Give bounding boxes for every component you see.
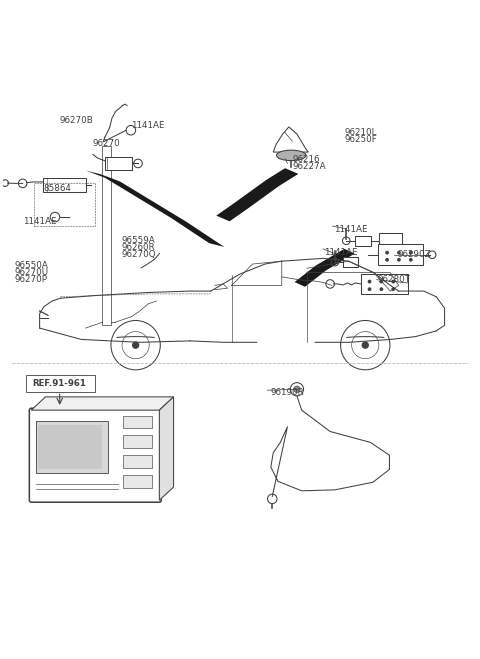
Circle shape (385, 258, 389, 262)
Circle shape (132, 341, 139, 349)
Bar (378, 244, 423, 266)
Text: 96270: 96270 (93, 139, 120, 148)
Circle shape (409, 258, 413, 262)
Bar (43, 178, 86, 192)
Bar (38, 426, 102, 469)
Text: 96260R: 96260R (121, 243, 155, 252)
Circle shape (361, 341, 369, 349)
Bar (355, 235, 372, 246)
Polygon shape (273, 127, 308, 152)
Text: 96210L: 96210L (344, 128, 377, 137)
Bar (102, 146, 110, 326)
Text: 96190R: 96190R (271, 387, 305, 397)
Text: REF.91-961: REF.91-961 (32, 379, 86, 388)
Circle shape (294, 386, 300, 393)
Text: 96270Q: 96270Q (121, 250, 156, 259)
Polygon shape (31, 397, 174, 410)
FancyBboxPatch shape (29, 409, 161, 502)
Bar (361, 274, 408, 294)
Bar (105, 157, 132, 170)
Circle shape (409, 250, 413, 254)
Text: 96250F: 96250F (344, 135, 377, 144)
Bar (379, 233, 402, 248)
Text: 96270P: 96270P (14, 275, 48, 284)
Text: 1141AE: 1141AE (324, 248, 358, 257)
Text: 96290Z: 96290Z (397, 250, 431, 259)
Circle shape (380, 279, 384, 283)
Polygon shape (216, 168, 299, 221)
Circle shape (397, 258, 401, 262)
Text: 96216: 96216 (292, 155, 320, 164)
Bar (123, 436, 152, 448)
Text: 1141AE: 1141AE (131, 121, 164, 130)
Bar (34, 183, 96, 226)
Polygon shape (86, 171, 224, 247)
FancyBboxPatch shape (26, 375, 95, 392)
Circle shape (368, 287, 372, 291)
Polygon shape (295, 249, 355, 287)
Bar (123, 416, 152, 428)
Ellipse shape (276, 150, 306, 161)
Circle shape (385, 250, 389, 254)
Text: 96559A: 96559A (121, 236, 155, 244)
Bar (36, 421, 108, 473)
Text: 96550A: 96550A (14, 261, 48, 270)
Circle shape (368, 279, 372, 283)
Circle shape (380, 287, 384, 291)
Bar (123, 475, 152, 488)
Text: 96227A: 96227A (292, 162, 326, 171)
Circle shape (397, 250, 401, 254)
Text: 85864: 85864 (43, 184, 71, 192)
Polygon shape (159, 397, 174, 500)
Text: 1141AE: 1141AE (334, 225, 367, 235)
Bar (123, 455, 152, 468)
Circle shape (391, 287, 395, 291)
Text: 96270U: 96270U (14, 268, 49, 277)
Text: 96280T: 96280T (378, 275, 411, 284)
Text: 96270B: 96270B (60, 116, 94, 125)
Circle shape (391, 279, 395, 283)
Bar (343, 257, 358, 268)
Text: 1141AE: 1141AE (23, 217, 56, 226)
